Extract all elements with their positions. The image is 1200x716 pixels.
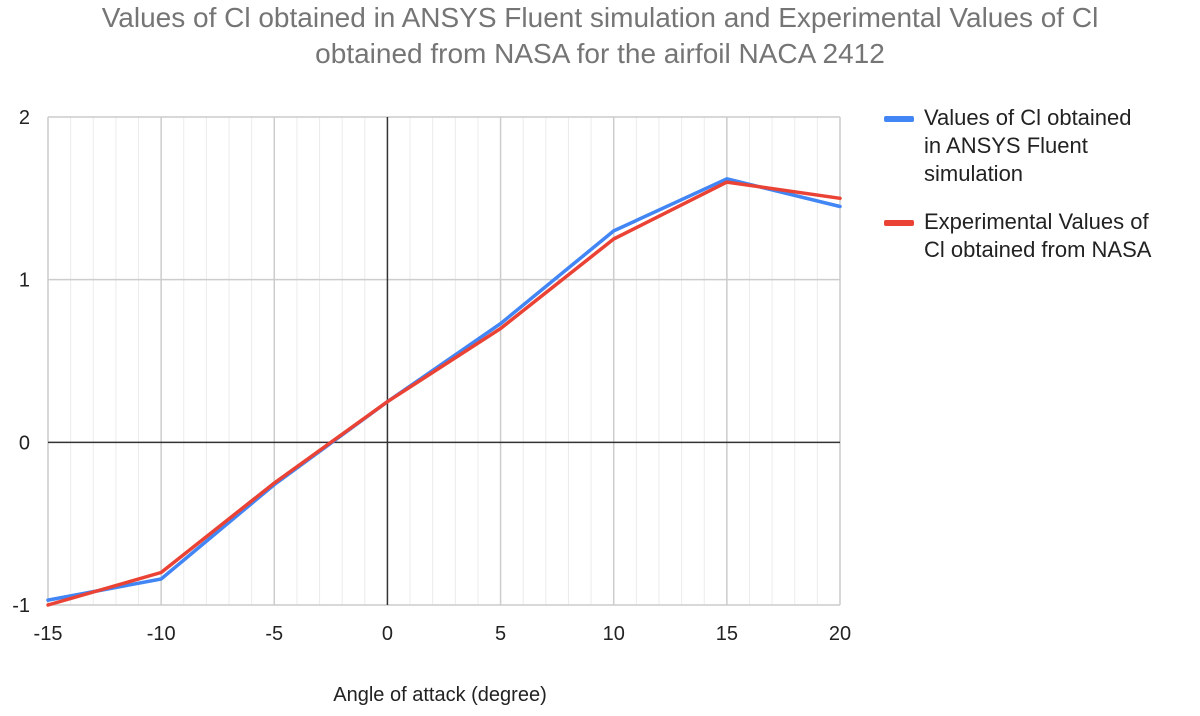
legend-label-ansys-line-1: Values of Cl obtained (924, 105, 1132, 130)
y-tick-label: -1 (12, 595, 30, 617)
legend-item-nasa: Experimental Values of Cl obtained from … (878, 208, 1200, 264)
x-tick-label: 20 (829, 623, 851, 645)
x-axis-label: Angle of attack (degree) (333, 684, 547, 706)
x-tick-label: -10 (147, 623, 176, 645)
series-lines (46, 177, 842, 607)
minor-gridlines (70, 117, 818, 605)
x-tick-label: 0 (382, 623, 393, 645)
x-tick-label: -5 (265, 623, 283, 645)
y-tick-label: 2 (19, 107, 30, 129)
series-line-nasa (46, 180, 842, 607)
y-tick-label: 1 (19, 270, 30, 292)
legend-label-nasa-line-1: Experimental Values of (924, 209, 1149, 234)
series-line-ansys (46, 177, 842, 602)
zero-axis-lines (48, 117, 840, 605)
y-tick-label: 0 (19, 432, 30, 454)
y-tick-labels: 2 1 0 -1 (12, 107, 30, 617)
x-tick-label: -15 (34, 623, 63, 645)
legend-swatch-nasa (884, 220, 914, 226)
legend-item-ansys: Values of Cl obtained in ANSYS Fluent si… (878, 104, 1200, 188)
chart-title-line-2: obtained from NASA for the airfoil NACA … (315, 38, 885, 69)
x-tick-label: 5 (495, 623, 506, 645)
legend-swatch-ansys (884, 116, 914, 122)
x-tick-labels: -15 -10 -5 0 5 10 15 20 (34, 623, 852, 645)
chart-legend: Values of Cl obtained in ANSYS Fluent si… (878, 104, 1200, 284)
chart-title: Values of Cl obtained in ANSYS Fluent si… (0, 0, 1200, 72)
major-gridlines (47, 116, 841, 606)
legend-label-nasa-line-2: Cl obtained from NASA (924, 237, 1152, 262)
legend-label-ansys-line-2: in ANSYS Fluent (924, 133, 1088, 158)
x-tick-label: 15 (716, 623, 738, 645)
x-tick-label: 10 (603, 623, 625, 645)
legend-label-ansys-line-3: simulation (924, 161, 1024, 186)
chart-title-line-1: Values of Cl obtained in ANSYS Fluent si… (101, 2, 1099, 33)
